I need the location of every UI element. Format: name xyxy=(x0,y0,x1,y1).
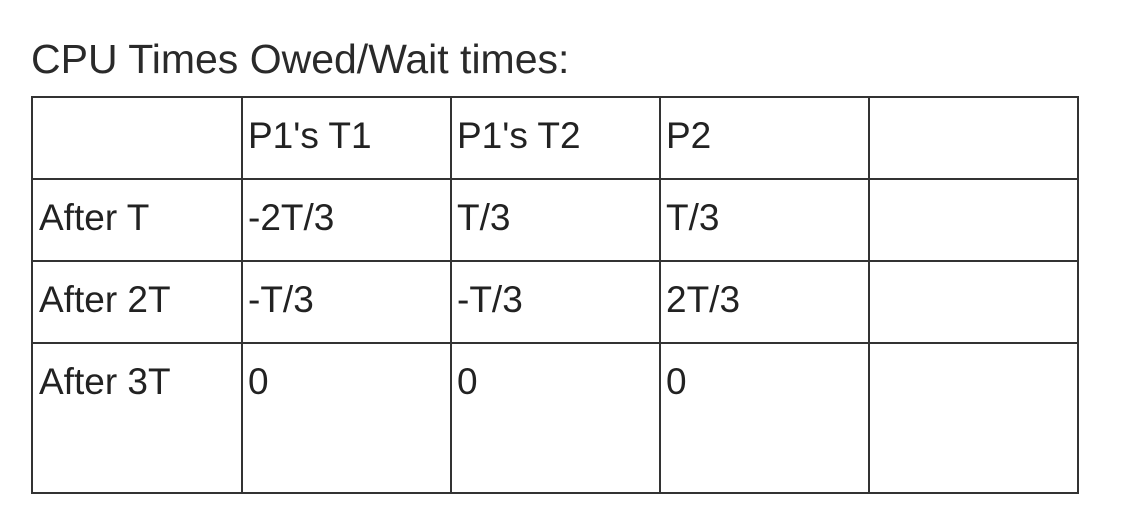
table-cell xyxy=(868,178,1079,262)
header-cell-corner xyxy=(31,96,243,180)
table-cell: 0 xyxy=(450,342,661,494)
row-label-after-t: After T xyxy=(31,178,243,262)
header-cell-p1-t2: P1's T2 xyxy=(450,96,661,180)
page-title: CPU Times Owed/Wait times: xyxy=(31,36,570,82)
table-cell: T/3 xyxy=(450,178,661,262)
header-cell-empty xyxy=(868,96,1079,180)
table-row: After 3T 0 0 0 xyxy=(31,342,1079,494)
row-label-after-2t: After 2T xyxy=(31,260,243,344)
table-cell xyxy=(868,260,1079,344)
table-cell xyxy=(868,342,1079,494)
table-row: After T -2T/3 T/3 T/3 xyxy=(31,178,1079,262)
table-header-row: P1's T1 P1's T2 P2 xyxy=(31,96,1079,180)
table-cell: 0 xyxy=(659,342,870,494)
wait-times-table: P1's T1 P1's T2 P2 After T -2T/3 T/3 T/3… xyxy=(31,96,1079,494)
table-cell: -T/3 xyxy=(450,260,661,344)
table-cell: -T/3 xyxy=(241,260,452,344)
header-cell-p2: P2 xyxy=(659,96,870,180)
table-row: After 2T -T/3 -T/3 2T/3 xyxy=(31,260,1079,344)
table-cell: 0 xyxy=(241,342,452,494)
table-cell: T/3 xyxy=(659,178,870,262)
row-label-after-3t: After 3T xyxy=(31,342,243,494)
table-cell: 2T/3 xyxy=(659,260,870,344)
table-cell: -2T/3 xyxy=(241,178,452,262)
header-cell-p1-t1: P1's T1 xyxy=(241,96,452,180)
